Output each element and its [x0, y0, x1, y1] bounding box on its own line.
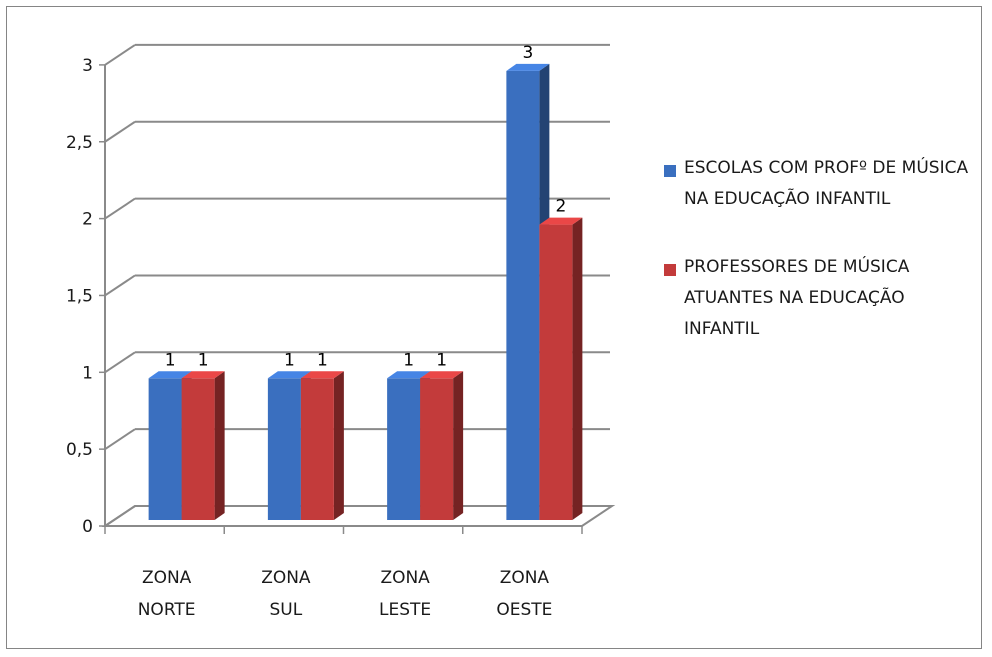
legend-swatch-professores	[664, 264, 676, 276]
bar-top	[181, 371, 225, 379]
bar-top	[148, 371, 192, 379]
bar-top	[387, 371, 431, 379]
chart-floor	[101, 505, 616, 527]
y-tick-label: 3	[82, 56, 93, 76]
x-category-label: LESTE	[379, 600, 431, 620]
gridline-side	[104, 44, 136, 66]
y-tick-label: 0,5	[66, 440, 93, 460]
gridline-side	[104, 274, 136, 297]
x-category-label: ZONA	[261, 568, 311, 588]
bar	[387, 378, 421, 520]
data-label: 1	[284, 350, 295, 370]
bar	[506, 70, 540, 521]
y-tick-label: 0	[82, 517, 93, 537]
chart-legend: ESCOLAS COM PROFº DE MÚSICA NA EDUCAÇÃO …	[664, 158, 984, 389]
gridline-side	[104, 428, 136, 450]
data-label: 1	[198, 350, 209, 370]
bar-top	[420, 371, 464, 379]
bar	[148, 378, 182, 520]
gridline-side	[104, 197, 136, 220]
bar-side	[214, 371, 225, 520]
bar-top	[506, 63, 550, 71]
bar-side	[453, 371, 464, 520]
bar	[539, 224, 573, 520]
y-tick-label: 1	[82, 363, 93, 383]
data-label: 2	[555, 197, 566, 217]
data-label: 3	[522, 43, 533, 63]
bar	[300, 378, 334, 520]
data-label: 1	[403, 350, 414, 370]
legend-item-escolas: ESCOLAS COM PROFº DE MÚSICA NA EDUCAÇÃO …	[664, 158, 984, 215]
legend-label-escolas: ESCOLAS COM PROFº DE MÚSICA NA EDUCAÇÃO …	[684, 158, 969, 209]
bar-side	[333, 371, 344, 520]
gridline-side	[104, 351, 136, 374]
legend-item-professores: PROFESSORES DE MÚSICA ATUANTES NA EDUCAÇ…	[664, 257, 984, 345]
bar-side	[572, 217, 583, 520]
x-category-label: ZONA	[380, 568, 430, 588]
bar	[420, 378, 454, 520]
x-category-label: ZONA	[142, 568, 192, 588]
x-category-label: OESTE	[496, 600, 552, 620]
bar	[181, 378, 215, 520]
gridline-side	[104, 120, 136, 143]
legend-swatch-escolas	[664, 165, 676, 177]
x-category-label: ZONA	[500, 568, 550, 588]
bar	[267, 378, 301, 520]
y-tick-label: 2	[82, 210, 93, 230]
legend-label-professores: PROFESSORES DE MÚSICA ATUANTES NA EDUCAÇ…	[684, 257, 910, 339]
x-category-label: NORTE	[138, 600, 196, 620]
bar-top	[539, 217, 583, 225]
bar-top	[267, 371, 311, 379]
y-tick-label: 1,5	[66, 286, 93, 306]
x-category-label: SUL	[270, 600, 303, 620]
data-label: 1	[165, 350, 176, 370]
data-label: 1	[317, 350, 328, 370]
data-label: 1	[436, 350, 447, 370]
chart-frame	[6, 6, 982, 649]
bar-top	[300, 371, 344, 379]
y-tick-label: 2,5	[66, 133, 93, 153]
